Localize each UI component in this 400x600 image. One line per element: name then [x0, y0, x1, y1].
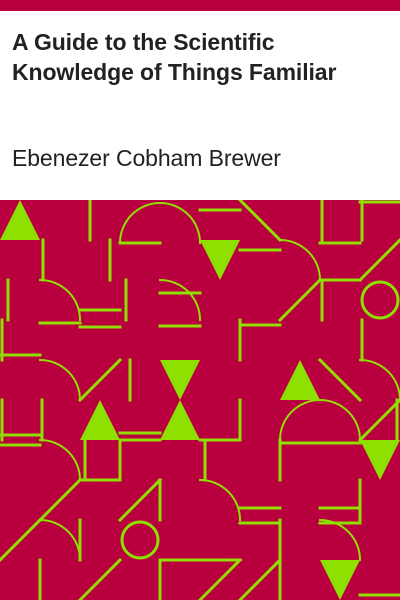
pattern-line [37, 477, 83, 523]
title-panel: A Guide to the Scientific Knowledge of T… [0, 11, 400, 200]
pattern-arc [358, 358, 400, 402]
pattern-line [357, 237, 400, 283]
pattern-arc [318, 518, 362, 562]
pattern-line [357, 397, 400, 443]
pattern-arc [278, 238, 322, 282]
decorative-pattern-panel [0, 200, 400, 600]
pattern-arc [118, 202, 202, 245]
triangle-up [80, 400, 120, 440]
pattern-arc [38, 278, 82, 322]
pattern-circle [120, 520, 160, 560]
pattern-arc [38, 358, 82, 402]
pattern-circle [360, 280, 400, 320]
triangle-down [160, 360, 200, 400]
pattern-line [77, 557, 123, 600]
triangle-down [320, 560, 360, 600]
triangle-down [200, 240, 240, 280]
book-title: A Guide to the Scientific Knowledge of T… [12, 29, 337, 85]
pattern-line [117, 477, 163, 523]
pattern-line [0, 517, 43, 563]
pattern-line [237, 200, 283, 243]
pattern-arc [38, 438, 82, 482]
top-color-strip [0, 0, 400, 11]
pattern-line [237, 557, 283, 600]
pattern-line [77, 357, 123, 403]
book-author: Ebenezer Cobham Brewer [12, 145, 281, 171]
pattern-arc [198, 478, 242, 522]
pattern-line [197, 557, 243, 600]
pattern-arc [158, 278, 202, 322]
pattern-arc [38, 518, 82, 562]
pattern-arc [278, 399, 362, 442]
triangle-up [0, 200, 40, 240]
triangle-up [160, 400, 200, 440]
triangle-up [280, 360, 320, 400]
geometric-pattern [0, 200, 400, 600]
triangle-down [360, 440, 400, 480]
pattern-line [317, 357, 363, 403]
pattern-line [277, 277, 323, 323]
